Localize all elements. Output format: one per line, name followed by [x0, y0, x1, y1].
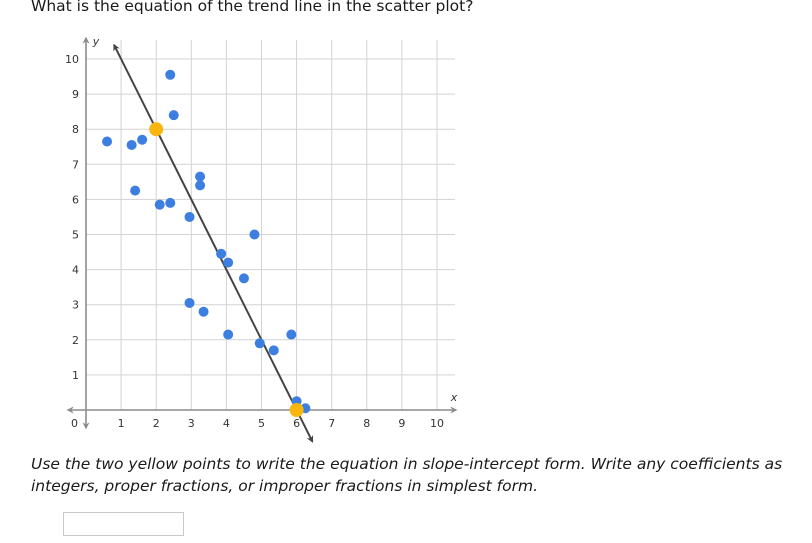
data-point	[198, 306, 209, 317]
data-point	[165, 197, 176, 208]
y-tick-label: 7	[72, 158, 79, 171]
trend-line-group	[113, 43, 314, 443]
y-tick-label: 1	[72, 369, 79, 382]
y-tick-label: 6	[72, 193, 79, 206]
y-tick-label: 2	[72, 334, 79, 347]
trend-line	[113, 43, 314, 443]
axis-labels: 1 2 3 4 5 6 7 8 9 10 1 2 3 4 5 6 7 8 9 10 0 x y	[65, 35, 458, 430]
data-point	[223, 329, 234, 340]
instructions-text: Use the two yellow points to write the e…	[31, 455, 783, 495]
x-tick-label: 1	[118, 417, 125, 430]
question-text: What is the equation of the trend line i…	[31, 0, 474, 15]
data-point	[268, 345, 279, 356]
data-point	[154, 199, 165, 210]
x-tick-label: 8	[363, 417, 370, 430]
data-point	[102, 136, 113, 147]
data-point	[249, 229, 260, 240]
y-tick-label: 9	[72, 88, 79, 101]
x-tick-label: 3	[188, 417, 195, 430]
data-point	[130, 185, 141, 196]
y-tick-label: 8	[72, 123, 79, 136]
data-point	[184, 297, 195, 308]
data-point	[126, 139, 137, 150]
data-points	[102, 69, 311, 414]
grid	[86, 40, 455, 410]
x-tick-label: 5	[258, 417, 265, 430]
data-point	[168, 110, 179, 121]
data-point	[216, 248, 227, 259]
answer-input[interactable]	[63, 512, 184, 536]
y-tick-label: 10	[65, 53, 79, 66]
data-point	[137, 134, 148, 145]
highlighted-points	[149, 122, 304, 417]
y-tick-label: 3	[72, 299, 79, 312]
origin-label: 0	[71, 417, 78, 430]
x-tick-label: 4	[223, 417, 230, 430]
data-point	[254, 338, 265, 349]
data-point	[195, 180, 206, 191]
data-point	[184, 211, 195, 222]
data-point	[223, 257, 234, 268]
highlighted-point	[289, 403, 304, 417]
x-axis-label: x	[450, 391, 458, 404]
x-tick-label: 10	[430, 417, 444, 430]
data-point	[195, 171, 206, 182]
data-point	[286, 329, 297, 340]
y-tick-label: 4	[72, 264, 79, 277]
x-tick-label: 9	[398, 417, 405, 430]
data-point	[165, 69, 176, 80]
y-tick-label: 5	[72, 229, 79, 242]
x-tick-label: 2	[153, 417, 160, 430]
x-tick-label: 6	[293, 417, 300, 430]
x-tick-label: 7	[328, 417, 335, 430]
data-point	[238, 273, 249, 284]
highlighted-point	[149, 122, 164, 137]
scatter-plot: 1 2 3 4 5 6 7 8 9 10 1 2 3 4 5 6 7 8 9 10 0 x y	[65, 35, 458, 443]
y-axis-label: y	[92, 35, 100, 48]
